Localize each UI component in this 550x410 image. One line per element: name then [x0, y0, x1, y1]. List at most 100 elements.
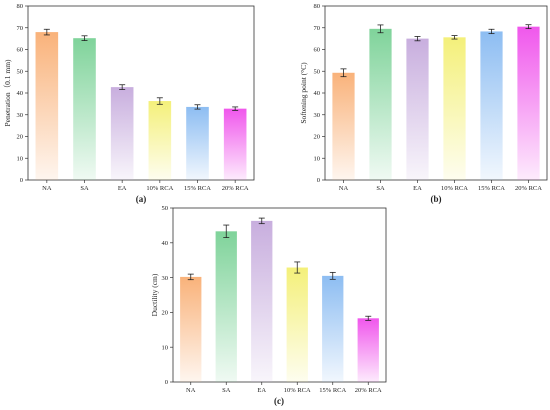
panel-b-error-bar: [488, 28, 495, 35]
panel-c-ylabel: Ductility (cm): [150, 273, 159, 316]
panel-a-error-bar: [81, 35, 88, 41]
panel-a-bar-sa: [73, 38, 96, 180]
panel-a-xtick-label: SA: [80, 185, 89, 192]
panel-c-bar-na: [180, 276, 202, 382]
panel-b-ytick-label: 20: [314, 134, 321, 141]
panel-b-bar-na: [332, 72, 355, 180]
panel-c-error-bar: [223, 224, 230, 238]
panel-a-ylabel: Penetration（0.1 mm): [3, 59, 12, 127]
panel-c-xtick-label: SA: [222, 387, 231, 394]
panel-b-xtick-label: NA: [339, 185, 349, 192]
panel-c-ytick-label: 20: [162, 310, 169, 317]
panel-c-error-bar: [187, 273, 194, 281]
panel-a-ytick-label: 30: [17, 112, 24, 119]
panel-c-ytick-label: 30: [162, 275, 169, 282]
panel-b-ytick-label: 40: [314, 90, 321, 97]
panel-a-error-bar: [43, 28, 50, 36]
panel-b-ytick-label: 0: [317, 177, 320, 184]
panel-b-ytick-label: 10: [314, 155, 321, 162]
panel-a-ytick-label: 40: [17, 90, 24, 97]
panel-b-bar-15-rca: [480, 31, 503, 181]
panel-c-xtick-label: NA: [186, 387, 196, 394]
panel-a-bar-15-rca: [186, 106, 209, 180]
panel-c-xtick-label: EA: [257, 387, 266, 394]
panel-c-error-bar: [365, 315, 372, 321]
panel-b-ytick-label: 60: [314, 47, 321, 54]
panel-c-bars: [180, 217, 379, 382]
panel-b-xtick-label: 20% RCA: [515, 185, 542, 192]
panel-b-bar-ea: [406, 38, 429, 180]
panel-c-xtick-label: 15% RCA: [319, 387, 346, 394]
panel-b-error-bar: [525, 24, 532, 30]
panel-b-xtick-label: 15% RCA: [478, 185, 505, 192]
panel-b-bar-sa: [369, 28, 392, 181]
panel-c-ytick-label: 0: [165, 379, 168, 386]
panel-b-ytick-label: 70: [314, 25, 321, 32]
panel-a-ytick-label: 0: [20, 177, 23, 184]
panel-c-bar-sa: [215, 231, 237, 382]
panel-b-xtick-label: SA: [376, 185, 385, 192]
panel-c-yticks: 0 10 20 30 40 50: [162, 205, 173, 386]
panel-a-xtick-label: 15% RCA: [184, 185, 211, 192]
panel-a-xtick-label: EA: [118, 185, 127, 192]
panel-c-bar-10-rca: [286, 267, 308, 382]
panel-b-ytick-label: 30: [314, 112, 321, 119]
panel-c-ytick-label: 50: [162, 205, 169, 212]
panel-a-error-bar: [119, 84, 126, 90]
panel-a-bar-ea: [110, 87, 134, 180]
panel-c-ytick-label: 10: [162, 344, 169, 351]
panel-a-bar-20-rca: [223, 108, 247, 180]
panel-c-ytick-label: 40: [162, 240, 169, 247]
panel-b-bars: [332, 24, 540, 181]
panel-c-label: (c): [274, 396, 284, 406]
panel-a-error-bar: [232, 106, 239, 111]
panel-b-bar-10-rca: [443, 37, 466, 180]
panel-a-xticks: NA SA EA 10% RCA 15% RCA 20% RCA: [42, 180, 249, 192]
panel-b-ylabel: Softening point (°C): [299, 62, 308, 124]
panel-b-plot-frame: [324, 5, 548, 181]
panel-b-yticks: 0 10 20 30 40 50 60 70 80: [314, 3, 325, 184]
panel-c-bar-20-rca: [357, 318, 379, 382]
panel-c-plot-frame: [172, 207, 387, 383]
panel-b-error-bar: [340, 68, 347, 78]
panel-b-ytick-label: 80: [314, 3, 321, 10]
panel-a-yticks: 0 10 20 30 40 50 60 70 80: [17, 3, 28, 184]
panel-c-bar-ea: [251, 220, 273, 382]
panel-b: Softening point (°C) 0 10 20 30 40 50 60 70 80 N…: [299, 3, 548, 204]
panel-b-label: (b): [431, 194, 442, 204]
panel-c: Ductility (cm) 0 10 20 30 40 50 NA SA EA 10% RCA…: [150, 205, 387, 406]
panel-b-xtick-label: 10% RCA: [441, 185, 468, 192]
panel-a-xtick-label: 10% RCA: [146, 185, 173, 192]
panel-c-xtick-label: 10% RCA: [284, 387, 311, 394]
panel-a-label: (a): [136, 194, 147, 204]
panel-b-error-bar: [377, 24, 384, 34]
panel-b-error-bar: [451, 35, 458, 40]
panel-a-plot-frame: [27, 5, 255, 181]
panel-b-error-bar: [414, 36, 421, 42]
panel-a: Penetration（0.1 mm) 0 10 20 30 40 50 60 70 80 NA…: [3, 3, 255, 204]
panel-a-bars: [35, 28, 247, 180]
panel-a-xtick-label: 20% RCA: [222, 185, 249, 192]
panel-a-xtick-label: NA: [42, 185, 52, 192]
panel-a-bar-10-rca: [148, 101, 172, 180]
panel-b-bar-20-rca: [517, 26, 540, 180]
panel-b-xtick-label: EA: [413, 185, 422, 192]
panel-a-error-bar: [156, 97, 163, 105]
panel-c-xticks: NA SA EA 10% RCA 15% RCA 20% RCA: [186, 382, 382, 394]
panel-a-bar-na: [35, 32, 59, 180]
panel-b-ytick-label: 50: [314, 68, 321, 75]
panel-a-ytick-label: 80: [17, 3, 24, 10]
panel-a-ytick-label: 50: [17, 68, 24, 75]
panel-c-bar-15-rca: [322, 275, 344, 382]
panel-a-ytick-label: 20: [17, 134, 24, 141]
panel-c-error-bar: [329, 271, 336, 280]
panel-a-error-bar: [194, 104, 201, 110]
panel-c-error-bar: [294, 261, 301, 274]
panel-a-ytick-label: 10: [17, 155, 24, 162]
panel-c-xtick-label: 20% RCA: [355, 387, 382, 394]
panel-b-xticks: NA SA EA 10% RCA 15% RCA 20% RCA: [339, 180, 542, 192]
panel-a-ytick-label: 70: [17, 25, 24, 32]
panel-c-error-bar: [258, 217, 265, 225]
panel-a-ytick-label: 60: [17, 47, 24, 54]
